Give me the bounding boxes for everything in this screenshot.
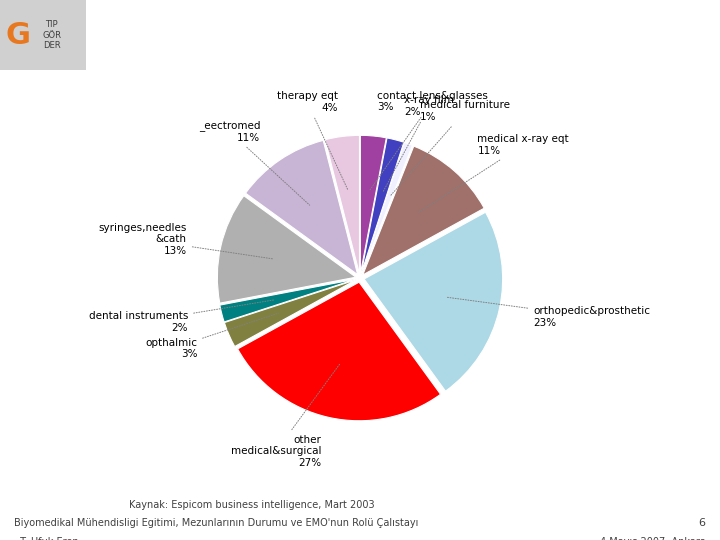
Text: medical furniture
1%: medical furniture 1% [391, 100, 510, 195]
Text: Kaynak: Espicom business intelligence, Mart 2003: Kaynak: Espicom business intelligence, M… [129, 500, 375, 510]
Wedge shape [361, 138, 404, 274]
Text: dental instruments
2%: dental instruments 2% [89, 300, 274, 333]
Text: 4 Mayıs 2007, Ankara: 4 Mayıs 2007, Ankara [600, 537, 706, 540]
Text: TIP: TIP [45, 20, 58, 29]
Text: medical x-ray eqt
11%: medical x-ray eqt 11% [419, 134, 569, 212]
Text: x-ray film
2%: x-ray film 2% [383, 96, 454, 192]
Text: therapy eqt
4%: therapy eqt 4% [276, 91, 348, 190]
Text: G: G [6, 21, 30, 50]
Text: _eectromed
11%: _eectromed 11% [199, 120, 310, 205]
Wedge shape [225, 280, 356, 347]
Text: syringes,needles
&cath
13%: syringes,needles &cath 13% [99, 223, 274, 259]
Wedge shape [361, 136, 387, 274]
Text: GÖR: GÖR [42, 31, 61, 39]
Wedge shape [364, 212, 503, 391]
Wedge shape [238, 282, 441, 421]
Text: · T. Ufuk Eren  ·: · T. Ufuk Eren · [14, 537, 89, 540]
Text: 6: 6 [698, 518, 706, 529]
Wedge shape [217, 195, 356, 303]
Text: Türkiye Medikal Ekipman Pazarı: Türkiye Medikal Ekipman Pazarı [161, 25, 559, 45]
Wedge shape [363, 146, 485, 275]
FancyBboxPatch shape [0, 0, 86, 70]
Text: Biyomedikal Mühendisligi Egitimi, Mezunlarının Durumu ve EMO'nun Rolü Çalıstayı: Biyomedikal Mühendisligi Egitimi, Mezunl… [14, 518, 419, 529]
Wedge shape [246, 140, 358, 275]
Text: opthalmic
3%: opthalmic 3% [145, 313, 279, 359]
Wedge shape [220, 279, 356, 322]
Text: orthopedic&prosthetic
23%: orthopedic&prosthetic 23% [446, 297, 650, 328]
Text: DER: DER [43, 41, 60, 50]
Wedge shape [325, 136, 359, 274]
Text: contact lens&glasses
3%: contact lens&glasses 3% [369, 91, 487, 190]
Text: other
medical&surgical
27%: other medical&surgical 27% [231, 364, 340, 468]
Wedge shape [361, 143, 413, 274]
